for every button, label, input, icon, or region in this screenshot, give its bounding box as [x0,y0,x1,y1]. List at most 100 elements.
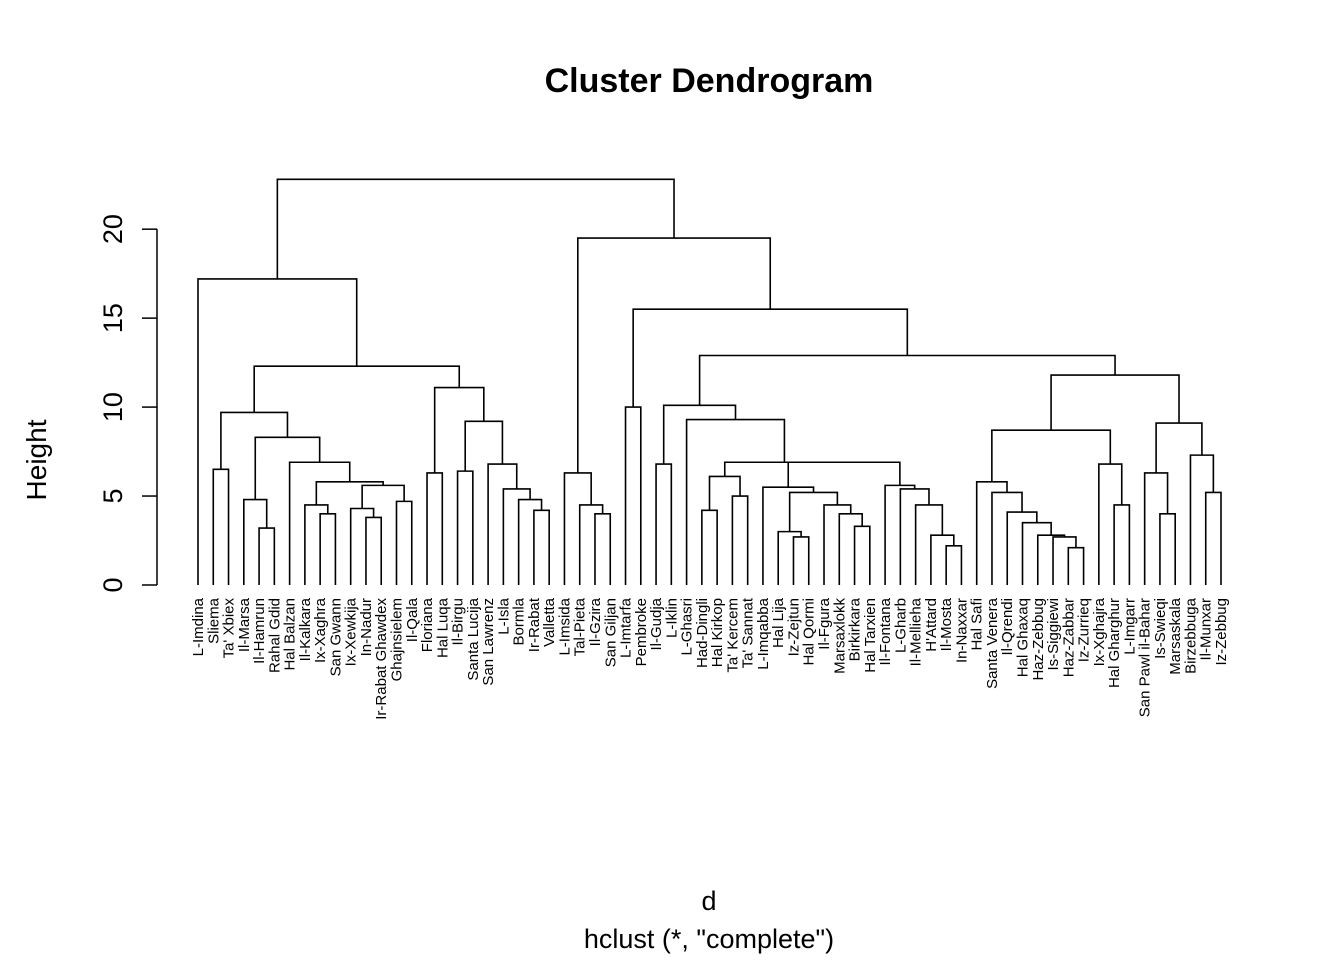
leaf-label: L-Imtarfa [618,597,635,658]
leaf-label: L-Iklin [663,598,680,638]
merge-link-15 [533,509,550,585]
merge-link-45 [685,418,786,585]
x-axis-label: d [701,886,716,916]
merge-link-35 [823,504,852,585]
leaf-label: Is-Swieqi [1152,598,1169,659]
leaf-label: San Giljan [602,598,619,667]
leaf-label: Ta' Sannat [740,597,757,668]
leaf-label: Hal Qormi [801,598,818,666]
merge-link-28 [701,509,718,585]
leaf-label: Iz-Zurrieq [1076,598,1093,662]
y-axis-label: Height [21,419,52,500]
merge-link-4 [304,504,329,585]
chart-subtitle: hclust (*, "complete") [584,924,834,954]
leaf-label: San Lawrenz [480,598,497,686]
leaf-label: Hal Tarxien [862,598,879,673]
leaf-label: Rahal Gdid [266,598,283,673]
leaf-label: Sliema [205,597,222,644]
leaf-label: Marsaskala [1167,597,1184,674]
merge-link-36 [788,491,839,532]
merge-link-2 [243,498,268,585]
merge-link-48 [1052,536,1077,585]
merge-link-13 [426,472,444,585]
merge-link-41 [899,488,930,585]
leaf-label: Haz-Zebbug [1030,598,1047,681]
y-tick-label: 5 [98,489,128,504]
merge-link-12 [220,411,289,470]
leaf-label: Il-Qala [404,597,421,642]
merge-link-32 [777,530,802,585]
merge-link-33 [853,525,871,585]
leaf-label: L-Isla [495,597,512,634]
leaf-label: Il-Hamrun [251,598,268,664]
merge-link-8 [361,484,405,509]
merge-link-50 [1021,521,1052,585]
leaf-label: In-Nadur [358,598,375,656]
leaf-label: Tal-Pieta [572,597,589,656]
merge-link-24 [578,504,604,585]
leaf-label: Ir-Rabat Ghawdex [373,598,390,720]
merge-link-3 [319,513,337,585]
leaf-label: Bormla [511,597,528,645]
merge-link-5 [365,516,383,585]
leaf-label: Il-Munxar [1198,598,1215,661]
leaf-label: Floriana [419,597,436,652]
leaf-label: Pembroke [633,598,650,666]
leaf-label: San Pawl il-Bahar [1137,598,1154,717]
leaf-label: Ix-Xaghra [312,597,329,663]
leaf-label: Santa Venera [984,597,1001,689]
leaf-label: Ix-Xghajra [1091,597,1108,666]
merge-link-37 [762,486,815,585]
y-tick-label: 15 [98,303,128,333]
merge-link-27 [655,463,673,585]
y-tick-label: 10 [98,392,128,422]
merge-link-14 [456,470,474,585]
leaf-label: Il-Kalkara [297,597,314,661]
leaf-label: Il-Qrendi [999,598,1016,656]
merge-link-18 [487,463,518,585]
leaf-label: Hal Balzan [282,598,299,671]
merge-link-62 [1050,374,1180,431]
leaf-label: L-Imgarr [1121,598,1138,655]
leaf-label: Marsaxlokk [831,598,848,674]
leaf-label: Santa Lucija [465,597,482,680]
leaf-label: Il-Birgu [450,598,467,646]
leaf-label: Ta' Xbiex [221,598,238,659]
leaf-label: Ta' Kercem [724,598,741,673]
merge-link-30 [708,475,741,511]
merge-link-55 [1098,463,1123,585]
merge-link-26 [624,406,642,585]
leaf-label: Hal Safi [969,598,986,651]
leaf-label: Il-Gudja [648,597,665,650]
leaf-label: Ir-Rabat [526,597,543,652]
merge-link-21 [253,365,461,413]
leaf-label: Valletta [541,597,558,647]
merge-link-46 [662,404,737,465]
y-tick-label: 20 [98,214,128,244]
leaf-label: Il-Mellieha [908,597,925,666]
leaf-label: L-Imdina [190,597,207,656]
leaf-label: San Gwann [327,598,344,676]
y-axis: 0 5 10 15 20 [98,214,158,593]
leaf-label: Hal Gharghur [1106,598,1123,688]
leaf-label: L-Imqabba [755,597,772,669]
leaf-label: Il-Marsa [236,597,253,652]
merge-link-22 [197,278,358,585]
leaf-label: Iz-Zebbug [1213,598,1230,666]
merge-link-56 [991,429,1112,482]
merge-link-17 [502,488,531,585]
merge-link-7 [395,500,413,585]
merge-link-11 [254,436,321,500]
leaf-label: Hal Luqa [434,597,451,658]
leaf-label: Hal Lija [770,597,787,648]
y-tick-label: 0 [98,577,128,592]
leaf-label: Il-Fgura [816,597,833,649]
merge-link-58 [1143,472,1169,585]
merge-link-23 [594,513,612,585]
merge-link-63 [698,354,1116,406]
merge-link-39 [930,534,955,585]
merge-link-64 [632,308,909,408]
merge-link-44 [723,461,845,477]
